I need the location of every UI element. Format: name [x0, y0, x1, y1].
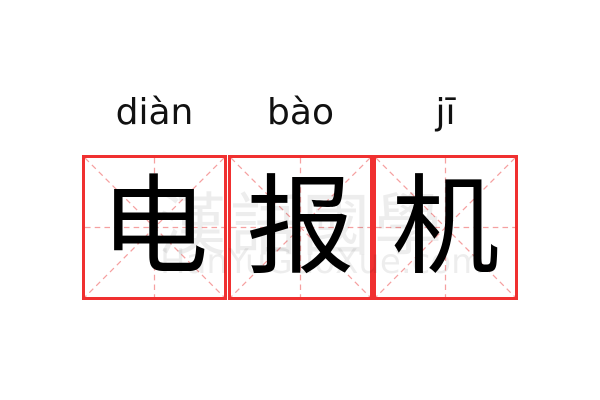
- character-box-0: 电: [82, 155, 227, 300]
- watermark-chinese: 漢語國學: [158, 187, 447, 266]
- pinyin-0: diàn: [115, 92, 194, 133]
- pinyin-1: bào: [267, 92, 334, 133]
- grid-guides: [376, 158, 515, 297]
- character-box-1: 报: [228, 155, 373, 300]
- grid-guides: [231, 158, 370, 297]
- pinyin-2: jī: [435, 92, 456, 133]
- grid-guides: [85, 158, 224, 297]
- character-box-2: 机: [373, 155, 518, 300]
- watermark-latin: HanYuGuoXue.com: [160, 242, 485, 282]
- hanzi-0: 电: [100, 164, 209, 290]
- hanzi-2: 机: [391, 164, 500, 290]
- hanzi-1: 报: [246, 164, 355, 290]
